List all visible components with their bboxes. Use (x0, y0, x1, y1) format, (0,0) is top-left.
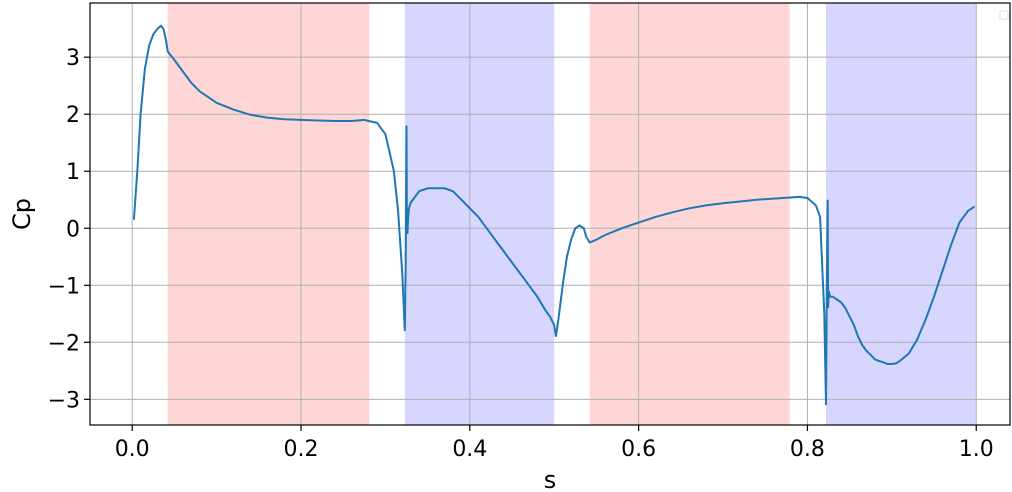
shaded-region-2 (404, 3, 555, 425)
x-axis-title: s (544, 466, 557, 492)
y-tick-label: 0 (66, 217, 80, 242)
shaded-region-1 (167, 3, 370, 425)
shaded-region-3 (589, 3, 790, 425)
y-tick-label: −1 (48, 274, 80, 299)
y-tick-label: −3 (48, 388, 80, 413)
series-line (132, 24, 976, 406)
grid (90, 3, 1010, 425)
x-tick-label: 1.0 (959, 437, 994, 462)
y-tick-label: 1 (66, 160, 80, 185)
x-tick-label: 0.4 (452, 437, 487, 462)
y-axis-title: Cp (8, 198, 36, 230)
shaded-regions (167, 3, 977, 425)
tick-marks (84, 56, 977, 431)
legend-box (999, 10, 1009, 20)
x-tick-label: 0.0 (115, 437, 150, 462)
x-tick-label: 0.8 (790, 437, 825, 462)
shaded-region-4 (826, 3, 977, 425)
x-tick-label: 0.6 (621, 437, 656, 462)
plot-frame (89, 2, 1011, 426)
y-tick-label: 2 (66, 103, 80, 128)
x-tick-label: 0.2 (284, 437, 319, 462)
y-tick-label: 3 (66, 46, 80, 71)
x-tick-labels: 0.0 0.2 0.4 0.6 0.8 1.0 (115, 437, 994, 462)
y-tick-label: −2 (48, 331, 80, 356)
y-tick-labels: 3 2 1 0 −1 −2 −3 (48, 46, 80, 413)
